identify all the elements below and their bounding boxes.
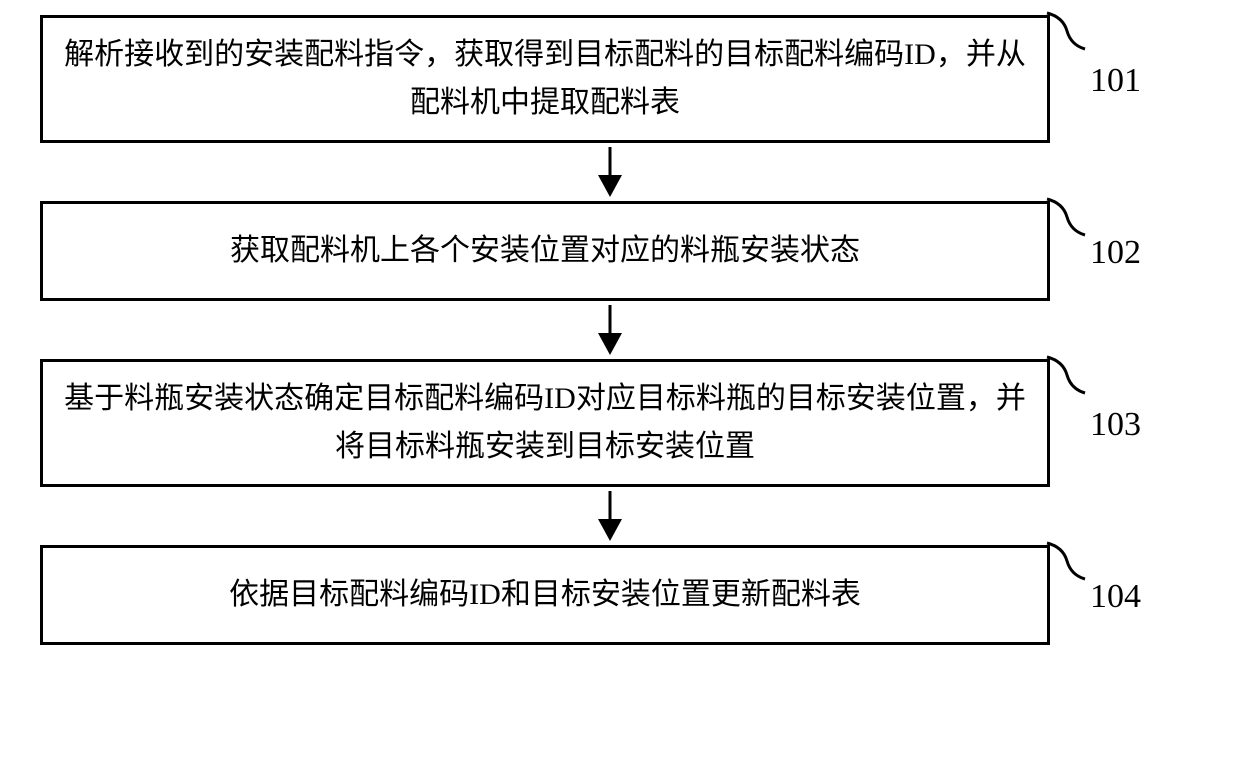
connector-curve-1 xyxy=(1045,5,1105,57)
step-label-1: 101 xyxy=(1090,62,1141,100)
step-text-1: 解析接收到的安装配料指令，获取得到目标配料的目标配料编码ID，并从配料机中提取配… xyxy=(63,31,1027,127)
arrow-1 xyxy=(590,147,630,197)
arrow-2 xyxy=(590,305,630,355)
arrow-3 xyxy=(590,491,630,541)
step-row-1: 解析接收到的安装配料指令，获取得到目标配料的目标配料编码ID，并从配料机中提取配… xyxy=(40,15,1179,143)
step-label-4: 104 xyxy=(1090,578,1141,616)
step-box-4: 依据目标配料编码ID和目标安装位置更新配料表 xyxy=(40,545,1050,645)
flowchart-container: 解析接收到的安装配料指令，获取得到目标配料的目标配料编码ID，并从配料机中提取配… xyxy=(0,0,1239,660)
step-row-3: 基于料瓶安装状态确定目标配料编码ID对应目标料瓶的目标安装位置，并将目标料瓶安装… xyxy=(40,359,1179,487)
step-text-2: 获取配料机上各个安装位置对应的料瓶安装状态 xyxy=(230,227,860,275)
step-box-3: 基于料瓶安装状态确定目标配料编码ID对应目标料瓶的目标安装位置，并将目标料瓶安装… xyxy=(40,359,1050,487)
arrow-container-2 xyxy=(105,305,1115,355)
step-box-1: 解析接收到的安装配料指令，获取得到目标配料的目标配料编码ID，并从配料机中提取配… xyxy=(40,15,1050,143)
arrow-container-3 xyxy=(105,491,1115,541)
step-row-4: 依据目标配料编码ID和目标安装位置更新配料表 104 xyxy=(40,545,1179,645)
step-row-2: 获取配料机上各个安装位置对应的料瓶安装状态 102 xyxy=(40,201,1179,301)
connector-curve-3 xyxy=(1045,349,1105,401)
step-label-2: 102 xyxy=(1090,234,1141,272)
step-label-3: 103 xyxy=(1090,406,1141,444)
step-text-4: 依据目标配料编码ID和目标安装位置更新配料表 xyxy=(229,571,861,619)
arrow-container-1 xyxy=(105,147,1115,197)
step-text-3: 基于料瓶安装状态确定目标配料编码ID对应目标料瓶的目标安装位置，并将目标料瓶安装… xyxy=(63,375,1027,471)
step-box-2: 获取配料机上各个安装位置对应的料瓶安装状态 xyxy=(40,201,1050,301)
